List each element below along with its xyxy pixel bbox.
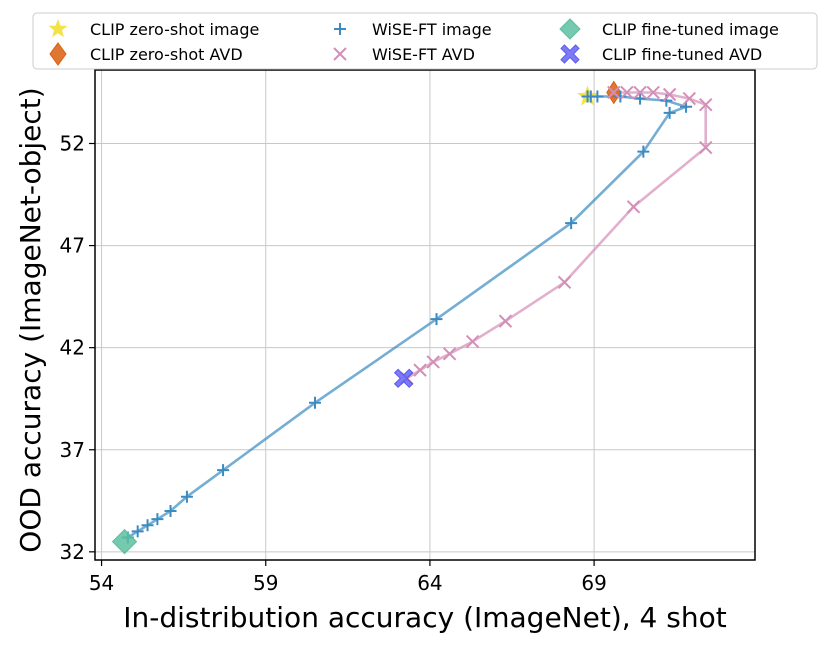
- wise-ft-image-point: [614, 90, 627, 103]
- x-tick-label: 64: [417, 571, 442, 595]
- legend-marker-clip-fine-tuned-image: [559, 18, 581, 40]
- y-axis-title: OOD accuracy (ImageNet-object): [14, 87, 47, 552]
- x-tick-label: 69: [581, 571, 606, 595]
- wise-ft-avd-point: [620, 85, 634, 100]
- wise-ft-avd-point: [498, 314, 513, 328]
- wise-ft-avd-point: [413, 363, 427, 377]
- wise-ft-avd-point: [607, 85, 621, 100]
- wise-ft-image-line: [127, 95, 691, 539]
- x-tick-label: 59: [253, 571, 278, 595]
- x-ticks: 54 59 64 69: [89, 560, 607, 595]
- wise-ft-avd-point: [465, 334, 480, 349]
- y-tick-label: 47: [60, 234, 85, 258]
- series-lines: [127, 91, 708, 539]
- wise-ft-avd-point: [699, 140, 713, 155]
- legend-marker-wise-ft-avd: [333, 47, 347, 61]
- wise-ft-avd-point: [442, 347, 457, 361]
- wise-ft-image-point: [663, 106, 676, 119]
- legend-marker-wise-ft-image: [334, 23, 346, 35]
- series-markers: [111, 80, 713, 555]
- y-ticks: 32 37 42 47 52: [60, 132, 95, 564]
- wise-ft-image-point: [131, 525, 144, 538]
- plot-frame: [94, 69, 756, 561]
- legend-label-wise-ft-avd: WiSE-FT AVD: [372, 45, 475, 64]
- wise-ft-image-point: [217, 464, 230, 477]
- wise-ft-image-point: [180, 490, 193, 503]
- wise-ft-avd-point: [557, 275, 572, 290]
- y-tick-label: 32: [60, 540, 85, 564]
- x-axis-title: In-distribution accuracy (ImageNet), 4 s…: [123, 601, 726, 634]
- wise-ft-avd-point: [682, 91, 697, 106]
- legend-label-clip-fine-tuned-avd: CLIP fine-tuned AVD: [602, 45, 762, 64]
- y-tick-label: 37: [60, 438, 85, 462]
- wise-ft-avd-point: [626, 200, 641, 214]
- legend-marker-clip-fine-tuned-avd: [560, 44, 580, 64]
- y-tick-label: 52: [60, 132, 85, 156]
- x-tick-label: 54: [89, 571, 114, 595]
- wise-ft-image-point: [581, 90, 594, 103]
- wise-ft-avd-point: [699, 98, 713, 112]
- wise-ft-avd-point: [662, 87, 677, 102]
- wise-ft-avd-point: [633, 85, 647, 100]
- legend-label-clip-fine-tuned-image: CLIP fine-tuned image: [602, 20, 779, 39]
- wise-ft-avd-point: [646, 85, 660, 100]
- legend: CLIP zero-shot image CLIP zero-shot AVD Wi…: [32, 12, 818, 70]
- wise-ft-image-point: [634, 92, 647, 105]
- wise-ft-image-point: [637, 145, 650, 158]
- legend-label-clip-zero-shot-avd: CLIP zero-shot AVD: [90, 45, 243, 64]
- wise-ft-image-point: [430, 313, 443, 326]
- grid-lines: [95, 70, 755, 560]
- clip-fine-tuned-avd-point: [393, 368, 414, 388]
- wise-ft-image-point: [141, 519, 154, 532]
- wise-ft-avd-line: [406, 91, 708, 380]
- clip-fine-tuned-image-point: [111, 528, 138, 555]
- legend-marker-clip-zero-shot-avd: [49, 42, 67, 66]
- wise-ft-avd-point: [426, 355, 440, 369]
- wise-ft-image-point: [151, 513, 164, 526]
- legend-label-wise-ft-image: WiSE-FT image: [372, 20, 492, 39]
- legend-marker-clip-zero-shot-image: [48, 19, 68, 38]
- wise-ft-image-point: [565, 217, 578, 230]
- wise-ft-image-point: [164, 505, 177, 517]
- y-tick-label: 42: [60, 336, 85, 360]
- legend-label-clip-zero-shot-image: CLIP zero-shot image: [90, 20, 259, 39]
- legend-box: [32, 12, 818, 70]
- wise-ft-image-point: [309, 396, 321, 409]
